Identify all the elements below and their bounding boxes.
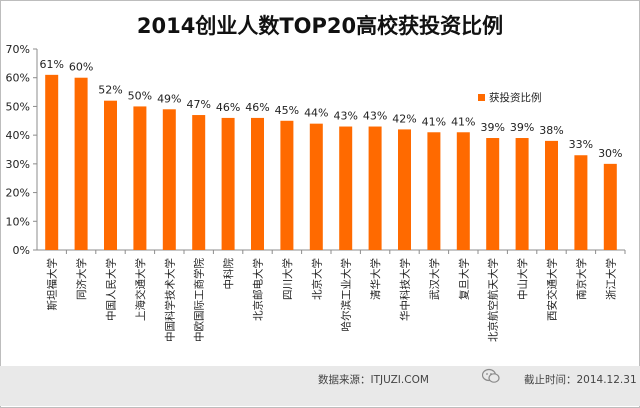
data-label: 46% [245,101,269,114]
data-label: 41% [422,115,446,128]
bar [427,132,441,250]
bar [486,138,500,250]
bar [368,126,382,250]
category-label: 浙江大学 [604,258,617,300]
bar [398,129,411,250]
category-label: 上海交通大学 [134,258,147,321]
category-label: 四川大学 [281,258,294,300]
category-label: 中国人民大学 [105,258,118,321]
y-tick-label: 10% [6,215,30,228]
bar [280,120,294,251]
bar [221,117,235,251]
category-label: 南京大学 [575,258,588,300]
bar [162,109,176,250]
bar [133,106,147,250]
category-label: 中科院 [222,258,235,290]
data-label: 38% [539,124,563,137]
data-label: 52% [98,84,122,97]
bar [603,163,617,250]
y-tick-label: 40% [6,129,30,142]
category-label: 复旦大学 [457,258,470,300]
data-label: 44% [304,107,328,120]
data-label: 61% [39,58,63,71]
bar [251,117,264,251]
chart-title: 2014创业人数TOP20高校获投资比例 [136,14,504,38]
category-label: 武汉大学 [428,258,441,300]
category-label: 中山大学 [516,258,529,300]
footer-bar [0,366,640,406]
bar [74,77,88,250]
category-label: 西安交通大学 [546,258,559,321]
category-label: 清华大学 [369,258,382,300]
bar [574,155,588,250]
data-label: 47% [186,98,210,111]
y-tick-label: 0% [13,244,30,257]
category-label: 北京邮电大学 [252,258,265,321]
bar [339,126,353,250]
bar [104,100,117,250]
data-label: 60% [69,61,93,74]
data-label: 45% [275,104,299,117]
legend-label: 获投资比例 [489,91,542,104]
data-label: 33% [569,138,593,151]
data-label: 49% [157,92,181,105]
data-label: 41% [451,115,475,128]
data-label: 46% [216,101,240,114]
data-label: 39% [510,121,534,134]
wechat-icon [482,368,500,383]
data-label: 43% [333,110,357,123]
bar [456,132,470,250]
data-label: 42% [392,112,416,125]
category-label: 斯坦福大学 [46,258,59,311]
category-label: 同济大学 [75,258,88,300]
y-tick-label: 70% [6,43,30,56]
y-tick-label: 50% [6,100,30,113]
category-label: 中国科学技术大学 [163,258,176,342]
bar [309,123,323,250]
data-label: 39% [480,121,504,134]
data-label: 50% [128,89,152,102]
category-label: 华中科技大学 [399,258,412,321]
bar [515,138,529,250]
legend-swatch [478,94,485,101]
data-label: 30% [598,147,622,160]
category-label: 北京航空航天大学 [487,258,500,342]
bar [45,74,59,250]
y-tick-label: 20% [6,187,30,200]
y-tick-label: 60% [6,72,30,85]
y-tick-label: 30% [6,158,30,171]
data-label: 43% [363,110,387,123]
category-label: 哈尔滨工业大学 [340,258,353,332]
category-label: 中欧国际工商学院 [193,258,206,342]
cutoff-time: 截止时间：2014.12.31 [524,374,637,386]
bar [545,140,558,250]
data-source: 数据来源：ITJUZI.COM [318,374,429,386]
category-label: 北京大学 [310,258,323,300]
bar [192,115,206,251]
